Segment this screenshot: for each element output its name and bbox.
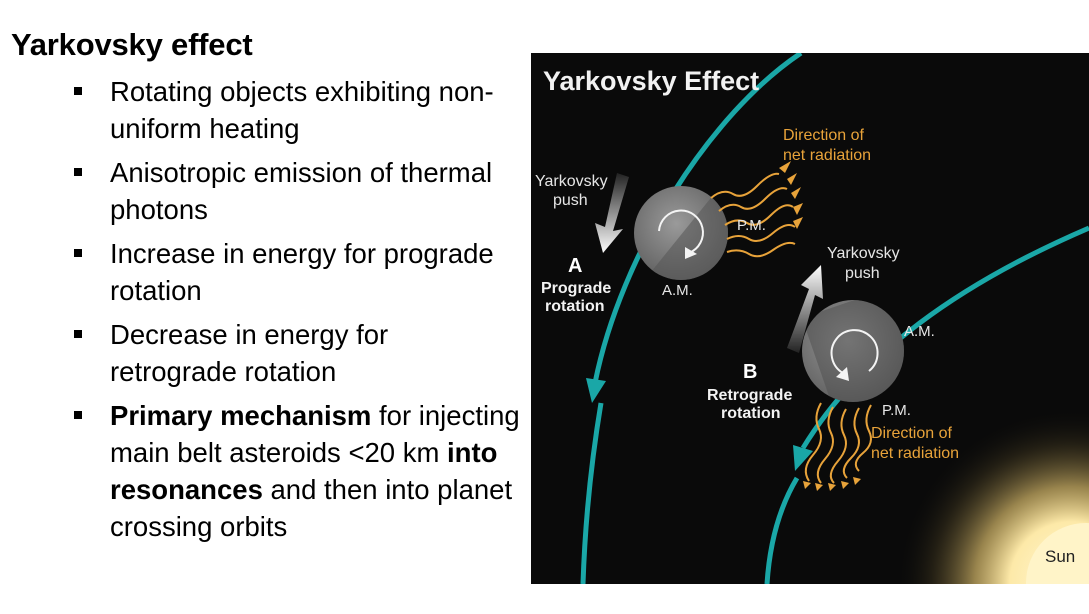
- sun-label: Sun: [1045, 547, 1075, 566]
- bullet-text: Anisotropic emission of thermal photons: [110, 157, 493, 225]
- radiation-arrowheads-a: [779, 161, 803, 229]
- yarkovsky-figure: Yarkovsky Effect Yarkovsky push A Progra…: [531, 53, 1089, 584]
- prograde-label-line1: Prograde: [541, 280, 611, 297]
- am-label-b: A.M.: [904, 323, 935, 340]
- slide-title: Yarkovsky effect: [11, 27, 253, 62]
- push-label-a-line2: push: [553, 192, 588, 209]
- push-arrow-b: [787, 265, 823, 353]
- bullet-text: Primary mechanism for injecting main bel…: [110, 400, 520, 542]
- retrograde-label-line2: rotation: [721, 405, 781, 422]
- bullet-item: Decrease in energy for retrograde rotati…: [72, 316, 522, 390]
- direction-label-b-line2: net radiation: [871, 445, 959, 462]
- push-label-a-line1: Yarkovsky: [535, 173, 608, 190]
- label-b: B: [743, 361, 757, 383]
- asteroid-b: [802, 300, 904, 402]
- label-a: A: [568, 255, 582, 277]
- push-arrow-a: [595, 173, 629, 253]
- square-bullet-icon: [74, 330, 82, 338]
- am-label-a: A.M.: [662, 282, 693, 299]
- retrograde-label-line1: Retrograde: [707, 387, 792, 404]
- asteroid-a: [634, 186, 728, 280]
- bold-phrase: into resonances: [110, 437, 498, 505]
- square-bullet-icon: [74, 87, 82, 95]
- direction-label-a-line2: net radiation: [783, 147, 871, 164]
- direction-label-a-line1: Direction of: [783, 127, 864, 144]
- orbit-b-arrowhead: [793, 445, 813, 471]
- orbit-b-lower: [764, 476, 800, 584]
- bullet-item: Increase in energy for prograde rotation: [72, 235, 522, 309]
- radiation-arrows-b: [804, 402, 872, 484]
- radiation-arrowheads-b: [803, 477, 861, 491]
- radiation-arrows-a: [710, 172, 796, 258]
- figure-title: Yarkovsky Effect: [543, 66, 759, 96]
- pm-label-a: P.M.: [737, 217, 766, 234]
- bullet-list: Rotating objects exhibiting non-uniform …: [72, 73, 522, 552]
- direction-label-b-line1: Direction of: [871, 425, 952, 442]
- prograde-label-line2: rotation: [545, 298, 605, 315]
- bullet-text: Rotating objects exhibiting non-uniform …: [110, 76, 494, 144]
- bold-phrase: Primary mechanism: [110, 400, 372, 431]
- square-bullet-icon: [74, 168, 82, 176]
- push-label-b-line1: Yarkovsky: [827, 245, 900, 262]
- square-bullet-icon: [74, 249, 82, 257]
- bullet-text: Decrease in energy for retrograde rotati…: [110, 319, 389, 387]
- orbit-b-upper: [800, 225, 1089, 450]
- orbit-a-lower: [580, 402, 604, 584]
- orbit-a-arrowhead: [586, 378, 606, 403]
- pm-label-b: P.M.: [882, 402, 911, 419]
- plain-phrase: for injecting main belt asteroids <20 km: [110, 400, 520, 468]
- bullet-item: Rotating objects exhibiting non-uniform …: [72, 73, 522, 147]
- push-label-b-line2: push: [845, 265, 880, 282]
- bullet-text: Increase in energy for prograde rotation: [110, 238, 494, 306]
- sun-icon: [1026, 523, 1089, 584]
- plain-phrase: and then into planet crossing orbits: [110, 474, 513, 542]
- square-bullet-icon: [74, 411, 82, 419]
- bullet-item: Anisotropic emission of thermal photons: [72, 154, 522, 228]
- bullet-item: Primary mechanism for injecting main bel…: [72, 397, 522, 545]
